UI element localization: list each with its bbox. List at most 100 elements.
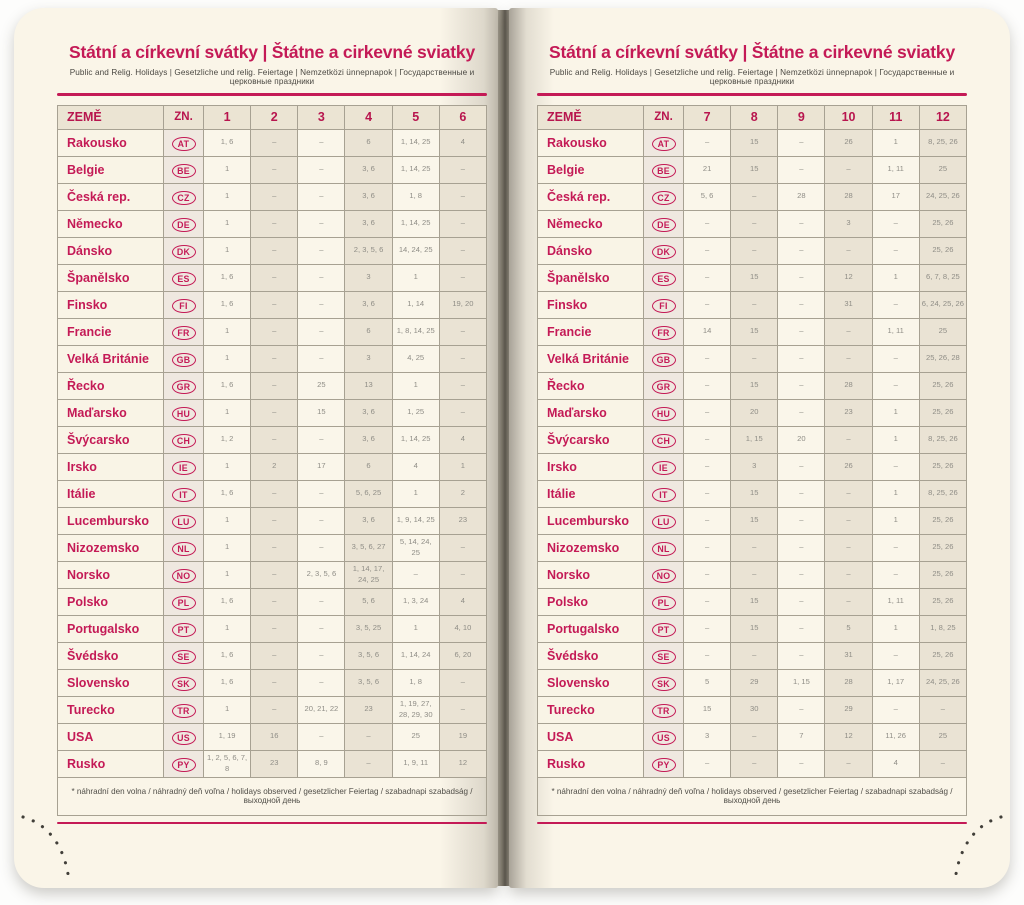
holiday-days-cell: – xyxy=(250,695,299,724)
holiday-days-cell: – xyxy=(682,425,732,454)
holiday-days-cell: – xyxy=(730,236,779,265)
holiday-days-cell: – xyxy=(730,641,779,670)
table-row: Švýcarsko CH –1, 15 20–1 8, 25, 26 xyxy=(537,425,968,454)
perforation-dots xyxy=(21,815,71,883)
country-code-badge: LU xyxy=(651,514,676,530)
holiday-days-cell: 14 xyxy=(682,317,732,346)
country-code-cell: BE xyxy=(163,155,204,184)
right-page: Státní a církevní svátky | Štátne a cirk… xyxy=(509,8,1010,888)
country-code-cell: CH xyxy=(643,425,684,454)
country-code-badge: FR xyxy=(171,325,196,341)
holiday-days-cell: – xyxy=(871,344,920,373)
holiday-days-cell: 1, 6 xyxy=(202,371,252,400)
country-name: Švédsko xyxy=(57,641,164,670)
holiday-days-cell: 4, 25 xyxy=(391,344,440,373)
holiday-days-cell: – xyxy=(730,344,779,373)
country-code-cell: FR xyxy=(163,317,204,346)
holiday-days-cell: 13 xyxy=(344,371,393,400)
holiday-days-cell: 15 xyxy=(730,506,779,535)
holiday-days-cell: 5 xyxy=(682,668,732,697)
holiday-days-cell: – xyxy=(777,641,826,670)
holiday-days-cell: – xyxy=(250,371,299,400)
holiday-days-cell: – xyxy=(438,263,488,292)
holiday-days-cell: 19 xyxy=(438,722,488,751)
holiday-days-cell: 15 xyxy=(730,263,779,292)
holiday-days-cell: – xyxy=(297,290,346,319)
holiday-days-cell: 25 xyxy=(918,155,968,184)
holiday-days-cell: – xyxy=(730,749,779,778)
country-code-cell: LU xyxy=(643,506,684,535)
code-column-header: ZN. xyxy=(643,104,684,130)
holiday-days-cell: – xyxy=(438,317,488,346)
holiday-days-cell: – xyxy=(730,722,779,751)
holiday-days-cell: – xyxy=(297,263,346,292)
holiday-days-cell: 15 xyxy=(730,587,779,616)
holiday-days-cell: – xyxy=(250,614,299,643)
country-name: Finsko xyxy=(537,290,644,319)
holiday-days-cell: – xyxy=(250,398,299,427)
month-column-header: 2 xyxy=(250,104,299,130)
holiday-days-cell: 20, 21, 22 xyxy=(297,695,346,724)
holiday-days-cell: 6, 20 xyxy=(438,641,488,670)
country-code-badge: IT xyxy=(651,487,676,503)
country-name: Maďarsko xyxy=(537,398,644,427)
holiday-days-cell: – xyxy=(871,452,920,481)
holiday-days-cell: – xyxy=(682,749,732,778)
holiday-days-cell: 1 xyxy=(202,398,252,427)
holiday-days-cell: 1 xyxy=(871,506,920,535)
holiday-days-cell: 4, 10 xyxy=(438,614,488,643)
holiday-days-cell: 1, 6 xyxy=(202,128,252,157)
table-row: Lucembursko LU –15– –1 25, 26 xyxy=(537,506,968,535)
holiday-days-cell: 1 xyxy=(202,236,252,265)
holiday-days-cell: 1, 14 xyxy=(391,290,440,319)
table-row: Maďarsko HU –20–23 1 25, 26 xyxy=(537,398,968,427)
table-row: USA US 1, 19 16– –25 19 xyxy=(57,722,488,751)
left-page: Státní a církevní svátky | Štátne a cirk… xyxy=(14,8,498,888)
country-code-badge: US xyxy=(171,730,196,746)
holiday-days-cell: – xyxy=(682,452,732,481)
country-code-cell: DE xyxy=(643,209,684,238)
holiday-days-cell: 1, 2, 5, 6, 7, 8 xyxy=(202,749,252,778)
holiday-days-cell: 24, 25, 26 xyxy=(918,668,968,697)
country-code-cell: IT xyxy=(643,479,684,508)
holiday-days-cell: 8, 25, 26 xyxy=(918,479,968,508)
holiday-days-cell: – xyxy=(777,371,826,400)
holiday-days-cell: 1 xyxy=(202,506,252,535)
holiday-days-cell: 4 xyxy=(438,587,488,616)
holiday-days-cell: – xyxy=(297,344,346,373)
holiday-days-cell: – xyxy=(871,209,920,238)
country-code-cell: US xyxy=(163,722,204,751)
holiday-days-cell: – xyxy=(438,236,488,265)
month-column-header: 8 xyxy=(730,104,779,130)
holiday-days-cell: 25, 26 xyxy=(918,236,968,265)
holiday-days-cell: 3, 6 xyxy=(344,506,393,535)
holiday-days-cell: 1, 8 xyxy=(391,182,440,211)
holiday-days-cell: – xyxy=(297,641,346,670)
country-code-cell: IE xyxy=(163,452,204,481)
country-name: Nizozemsko xyxy=(537,533,644,562)
holiday-days-cell: 2, 3, 5, 6 xyxy=(297,560,346,589)
holiday-days-cell: 4 xyxy=(871,749,920,778)
holiday-days-cell: 1 xyxy=(391,371,440,400)
holiday-days-cell: – xyxy=(297,614,346,643)
country-name: Lucembursko xyxy=(57,506,164,535)
table-row: Německo DE – – –3–25, 26 xyxy=(537,209,968,238)
country-code-cell: BE xyxy=(643,155,684,184)
holiday-days-cell: 1, 19 xyxy=(202,722,252,751)
country-code-cell: NO xyxy=(643,560,684,589)
holiday-days-cell: 15 xyxy=(730,479,779,508)
holiday-days-cell: 30 xyxy=(730,695,779,724)
country-name: Česká rep. xyxy=(537,182,644,211)
holiday-days-cell: 2 xyxy=(250,452,299,481)
holiday-days-cell: 1 xyxy=(202,560,252,589)
perforation-dots xyxy=(953,815,1003,883)
holiday-days-cell: 3, 5, 6, 27 xyxy=(344,533,393,562)
holiday-days-cell: 1, 3, 24 xyxy=(391,587,440,616)
holiday-days-cell: – xyxy=(777,344,826,373)
holiday-days-cell: 25, 26 xyxy=(918,452,968,481)
holiday-days-cell: 6 xyxy=(344,452,393,481)
holiday-days-cell: 28 xyxy=(777,182,826,211)
holiday-days-cell: – xyxy=(730,209,779,238)
holiday-days-cell: 1, 14, 25 xyxy=(391,209,440,238)
